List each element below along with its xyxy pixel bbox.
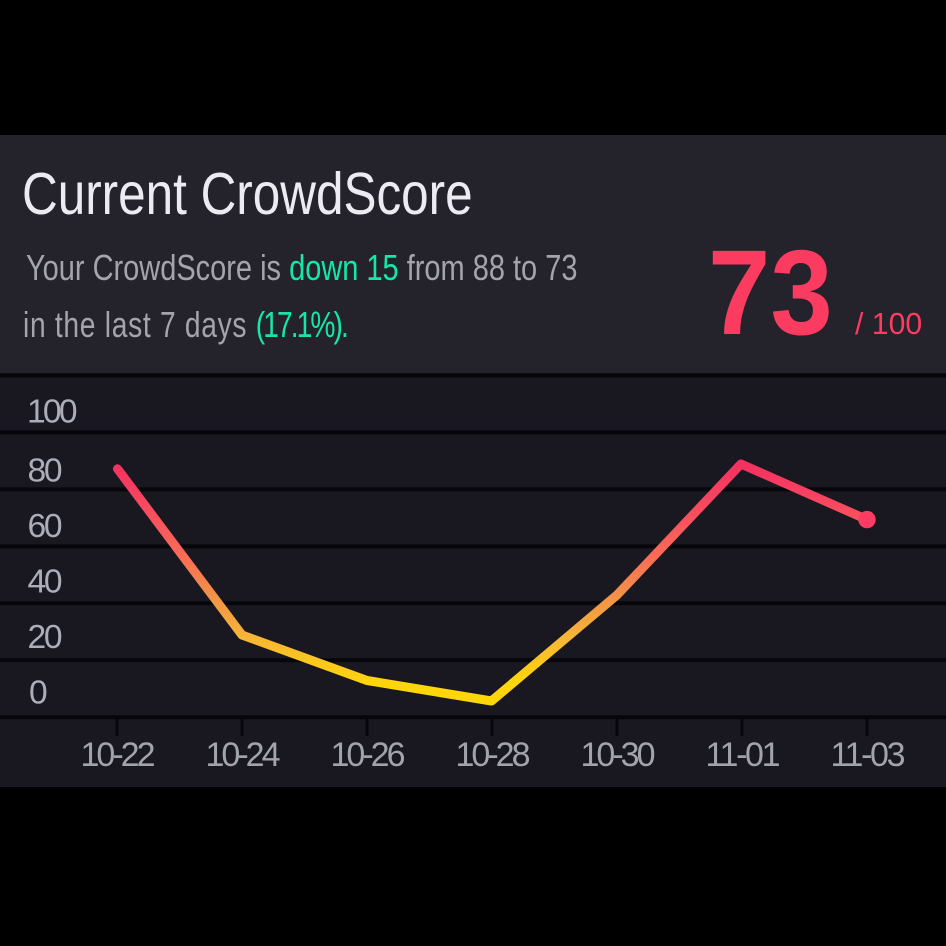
svg-text:80: 80	[28, 453, 63, 490]
svg-text:20: 20	[28, 619, 63, 656]
svg-text:100: 100	[27, 394, 78, 431]
svg-text:10-24: 10-24	[206, 736, 281, 774]
svg-text:40: 40	[28, 564, 63, 601]
svg-text:10-22: 10-22	[81, 736, 156, 774]
svg-text:60: 60	[28, 508, 63, 545]
svg-text:11-03: 11-03	[831, 736, 906, 774]
svg-text:0: 0	[29, 675, 48, 712]
svg-text:10-30: 10-30	[581, 736, 656, 774]
svg-text:10-26: 10-26	[331, 736, 406, 774]
svg-text:11-01: 11-01	[706, 736, 781, 774]
svg-text:10-28: 10-28	[456, 736, 531, 774]
